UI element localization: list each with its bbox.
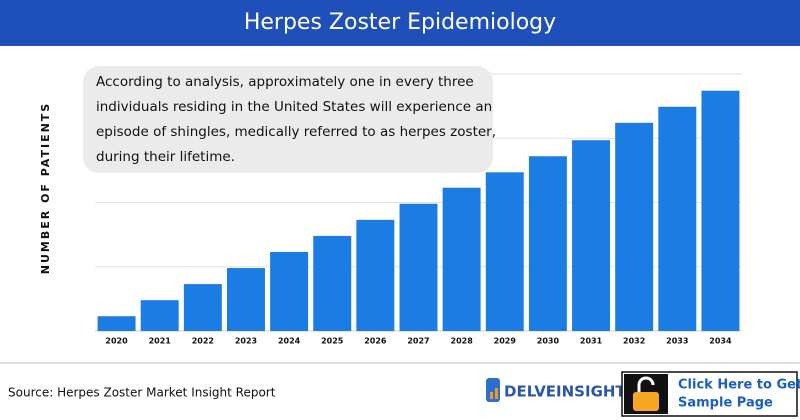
bar <box>356 219 395 331</box>
annotation-line: episode of shingles, medically referred … <box>96 124 496 140</box>
x-tick-label: 2023 <box>235 337 257 346</box>
x-tick-label: 2029 <box>494 337 517 346</box>
bar <box>313 235 352 331</box>
lock-shackle <box>637 376 655 392</box>
x-tick-label: 2025 <box>321 337 344 346</box>
x-tick-label: 2033 <box>666 337 688 346</box>
annotation-line: individuals residing in the United State… <box>96 99 492 115</box>
annotation-line: during their lifetime. <box>96 149 235 165</box>
bar <box>658 106 697 331</box>
x-tick-label: 2031 <box>580 337 603 346</box>
x-tick-label: 2021 <box>149 337 172 346</box>
y-axis-label: NUMBER OF PATIENTS <box>39 102 52 274</box>
x-tick-label: 2022 <box>192 337 214 346</box>
brand: DELVEINSIGHT <box>504 383 626 401</box>
bar <box>528 156 567 331</box>
logo-icon <box>490 392 493 399</box>
logo-icon <box>495 388 498 399</box>
lock-body <box>633 392 659 411</box>
button-text[interactable]: Sample Page <box>678 396 773 411</box>
bar <box>485 172 524 331</box>
bar <box>399 203 438 331</box>
button-text[interactable]: Click Here to Get <box>678 378 800 393</box>
plot: 2020 2021 2022 2023 2024 2025 2026 2027 2028 2029… <box>95 73 742 346</box>
bar <box>701 90 740 331</box>
chart-title: Herpes Zoster Epidemiology <box>244 10 556 35</box>
annotation-box <box>83 66 493 173</box>
bar <box>226 268 265 331</box>
header-band <box>0 0 800 46</box>
x-tick-label: 2026 <box>364 337 387 346</box>
x-tick-label: 2032 <box>623 337 645 346</box>
sample-button[interactable]: Click Here to Get Sample Page <box>621 371 800 417</box>
bar <box>183 284 222 331</box>
x-tick-label: 2024 <box>278 337 301 346</box>
annotation-line: According to analysis, approximately one… <box>96 74 474 90</box>
x-tick-label: 2020 <box>105 337 128 346</box>
bar <box>442 187 481 331</box>
annotation: According to analysis, approximately one… <box>96 74 496 165</box>
source: Source: Herpes Zoster Market Insight Rep… <box>8 386 276 400</box>
bar <box>572 140 611 331</box>
bar <box>270 251 309 331</box>
x-tick-label: 2030 <box>537 337 560 346</box>
bar <box>615 122 654 331</box>
x-tick-label: 2028 <box>451 337 474 346</box>
bar <box>140 300 179 331</box>
x-tick-label: 2034 <box>709 337 732 346</box>
bar <box>97 316 136 331</box>
x-tick-label: 2027 <box>407 337 429 346</box>
logo: DELVEINSIGHT <box>486 378 626 402</box>
